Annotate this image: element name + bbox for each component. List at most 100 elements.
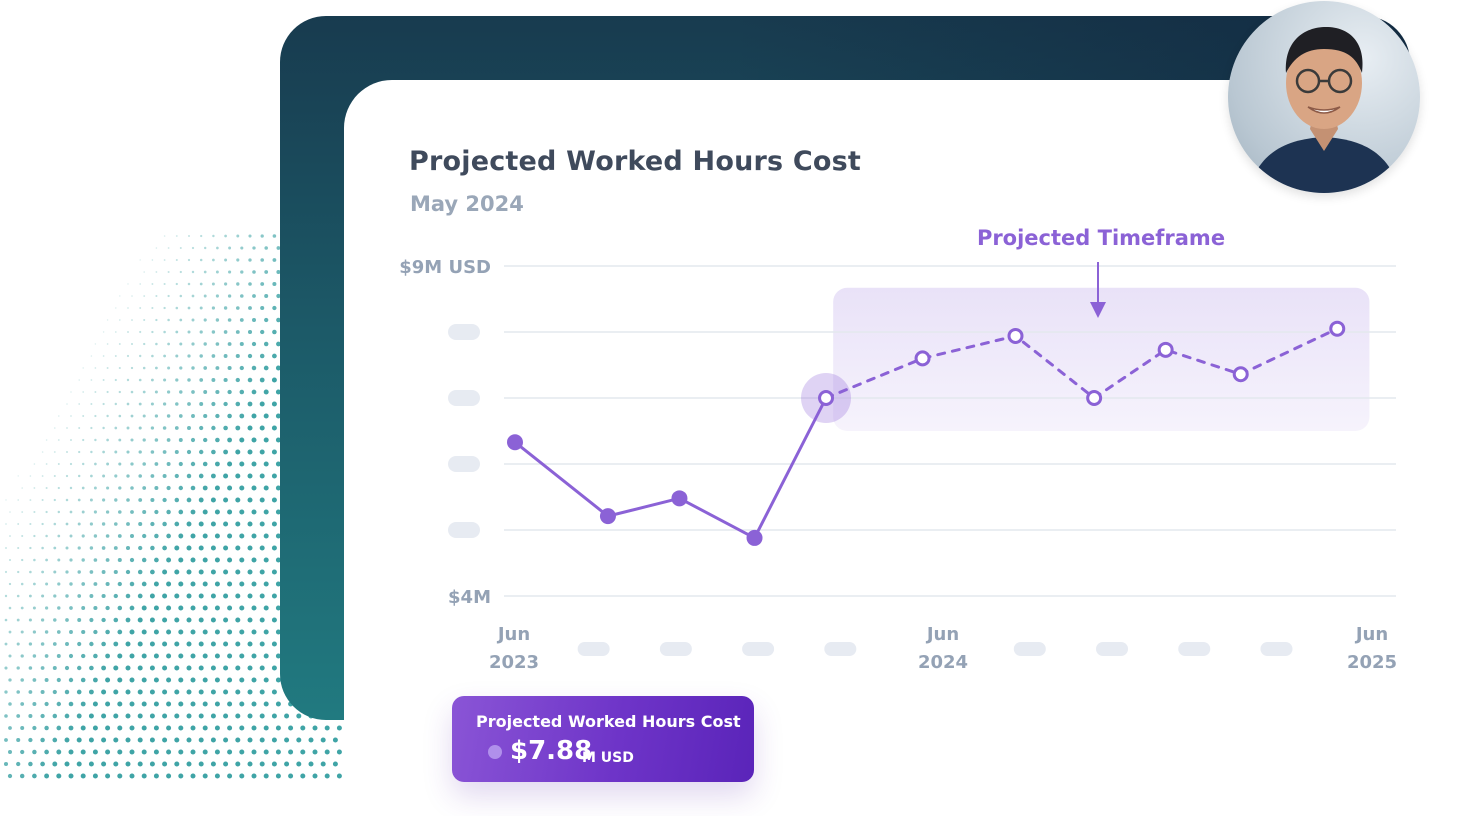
decorative-dot <box>240 294 244 298</box>
decorative-dot <box>94 414 97 418</box>
decorative-dot <box>235 761 241 767</box>
decorative-dot <box>125 665 131 671</box>
decorative-dot <box>113 665 119 671</box>
projected-data-point <box>1086 390 1103 406</box>
decorative-dot <box>275 629 281 635</box>
decorative-dot <box>288 749 294 755</box>
decorative-dot <box>52 737 58 743</box>
decorative-dot <box>227 653 233 659</box>
decorative-dot <box>202 701 208 707</box>
decorative-dot <box>81 653 86 659</box>
decorative-dot <box>33 510 36 514</box>
decorative-dot <box>186 545 192 551</box>
decorative-dot <box>130 366 134 370</box>
decorative-dot <box>271 569 277 575</box>
decorative-dot <box>52 761 58 767</box>
decorative-dot <box>8 678 12 682</box>
decorative-dot <box>105 773 111 779</box>
decorative-dot <box>114 331 117 333</box>
decorative-dot <box>142 486 147 490</box>
decorative-dot <box>162 761 168 767</box>
decorative-dot <box>190 629 196 635</box>
decorative-dot <box>259 521 265 527</box>
decorative-dot <box>151 259 154 261</box>
decorative-dot <box>308 737 314 743</box>
decorative-dot <box>271 377 277 383</box>
decorative-dot <box>227 509 233 515</box>
decorative-dot <box>186 617 192 623</box>
decorative-dot <box>187 234 191 238</box>
decorative-dot <box>239 749 245 755</box>
decorative-dot <box>210 689 216 695</box>
decorative-dot <box>251 413 257 419</box>
decorative-dot <box>275 365 281 371</box>
decorative-dot <box>263 725 269 731</box>
decorative-dot <box>141 629 147 635</box>
decorative-dot <box>68 725 74 731</box>
decorative-dot <box>199 425 204 431</box>
decorative-dot <box>57 534 61 538</box>
decorative-dot <box>239 629 245 635</box>
decorative-dot <box>259 617 265 623</box>
decorative-dot <box>29 546 32 550</box>
decorative-dot <box>105 677 111 683</box>
decorative-dot <box>275 773 281 779</box>
decorative-dot <box>300 773 306 779</box>
decorative-dot <box>131 319 133 321</box>
decorative-dot <box>118 414 122 418</box>
decorative-dot <box>126 498 130 502</box>
decorative-dot <box>53 618 57 622</box>
decorative-dot <box>90 403 93 405</box>
decorative-dot <box>8 726 12 730</box>
decorative-dot <box>89 498 93 502</box>
decorative-dot <box>191 390 195 394</box>
decorative-dot <box>239 677 245 683</box>
decorative-dot <box>137 569 143 575</box>
decorative-dot <box>117 534 122 538</box>
decorative-dot <box>17 523 20 525</box>
projected-data-point <box>914 350 931 367</box>
decorative-dot <box>202 677 208 683</box>
decorative-dot <box>149 737 155 743</box>
decorative-dot <box>271 497 277 503</box>
decorative-dot <box>247 497 253 503</box>
decorative-dot <box>127 307 129 309</box>
decorative-dot <box>239 461 245 467</box>
decorative-dot <box>215 366 220 370</box>
decorative-dot <box>199 306 203 310</box>
decorative-dot <box>190 725 196 731</box>
decorative-dot <box>117 725 123 731</box>
decorative-dot <box>154 533 159 539</box>
decorative-dot <box>130 390 134 394</box>
decorative-dot <box>227 389 232 395</box>
decorative-dot <box>214 509 220 515</box>
decorative-dot <box>16 618 20 622</box>
decorative-dot <box>247 545 253 551</box>
decorative-dot <box>77 618 82 622</box>
decorative-dot <box>263 581 269 587</box>
decorative-dot <box>149 617 155 623</box>
decorative-dot <box>247 569 253 575</box>
decorative-dot <box>64 761 70 767</box>
decorative-dot <box>40 761 45 767</box>
decorative-dot <box>174 689 180 695</box>
decorative-dot <box>44 725 49 731</box>
decorative-dot <box>210 593 216 599</box>
decorative-dot <box>223 569 229 575</box>
decorative-dot <box>215 342 220 346</box>
decorative-dot <box>80 701 86 707</box>
decorative-dot <box>214 629 220 635</box>
decorative-dot <box>211 330 216 334</box>
decorative-dot <box>129 701 135 707</box>
decorative-dot <box>271 473 277 479</box>
decorative-dot <box>113 761 119 767</box>
decorative-dot <box>29 570 32 574</box>
decorative-dot <box>45 463 48 465</box>
decorative-dot <box>174 641 180 647</box>
decorative-dot <box>143 295 146 297</box>
decorative-dot <box>138 521 143 527</box>
decorative-dot <box>8 606 12 610</box>
decorative-dot <box>92 749 98 755</box>
decorative-dot <box>223 401 228 407</box>
projected-timeframe-label: Projected Timeframe <box>977 226 1225 250</box>
